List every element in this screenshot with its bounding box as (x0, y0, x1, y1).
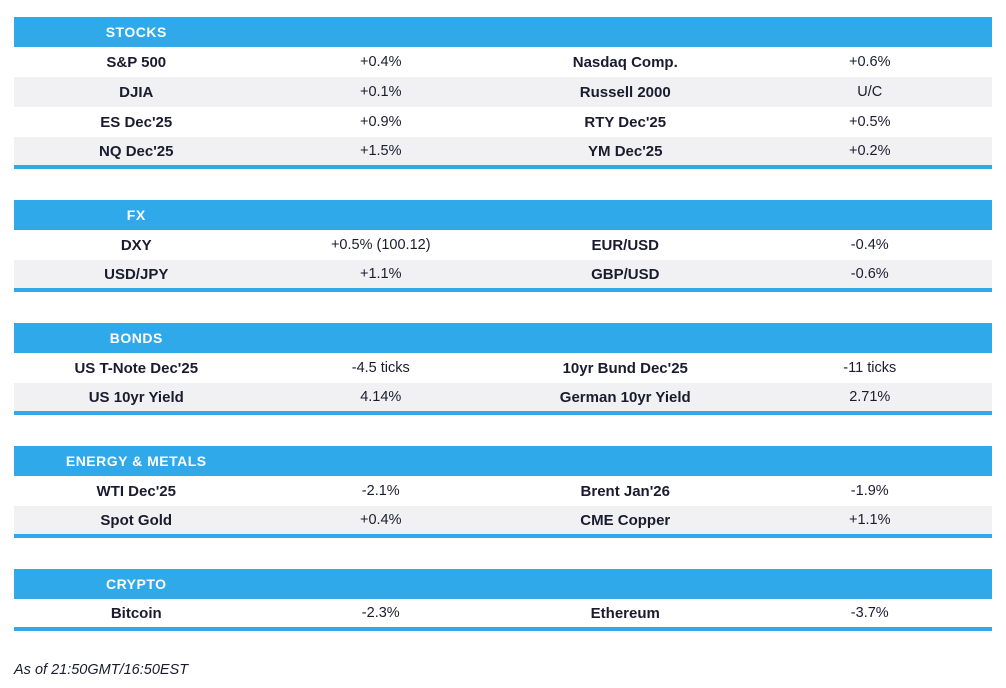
instrument-value: +0.2% (848, 143, 891, 159)
instrument-value: -11 ticks (843, 360, 897, 376)
instrument-value: -3.7% (850, 605, 889, 621)
instrument-value: +0.9% (359, 114, 402, 130)
instrument-label: CME Copper (580, 511, 671, 529)
section-header-spacer (259, 446, 504, 476)
section-header-row: CRYPTO (14, 569, 992, 599)
instrument-value: +0.4% (359, 512, 402, 528)
instrument-label: Ethereum (590, 604, 660, 622)
section-header-spacer (748, 17, 993, 47)
instrument-value: +0.5% (100.12) (330, 237, 431, 253)
market-tables: STOCKS S&P 500 +0.4% Nasdaq Comp. +0.6% DJIA +… (14, 17, 992, 631)
table-row: USD/JPY +1.1% GBP/USD -0.6% (14, 260, 992, 290)
section-header-spacer (503, 446, 748, 476)
section-title: STOCKS (105, 24, 167, 40)
instrument-label: ES Dec'25 (100, 113, 173, 131)
section-title: BONDS (109, 330, 163, 346)
instrument-value: +0.1% (359, 84, 402, 100)
instrument-label: Nasdaq Comp. (572, 53, 678, 71)
instrument-label: GBP/USD (591, 265, 660, 283)
instrument-value: -2.1% (361, 483, 400, 499)
instrument-value: -4.5 ticks (351, 360, 410, 376)
instrument-value: +0.6% (848, 54, 891, 70)
instrument-value: +1.1% (359, 266, 402, 282)
instrument-label: Brent Jan'26 (580, 482, 670, 500)
instrument-label: German 10yr Yield (559, 388, 691, 406)
table-row: DJIA +0.1% Russell 2000 U/C (14, 77, 992, 107)
instrument-label: Spot Gold (100, 511, 173, 529)
section-header-spacer (503, 200, 748, 230)
instrument-value: U/C (857, 84, 883, 100)
section-header-row: BONDS (14, 323, 992, 353)
section-title: FX (126, 207, 146, 223)
instrument-value: -0.6% (850, 266, 889, 282)
timestamp-note: As of 21:50GMT/16:50EST (14, 662, 189, 678)
instrument-label: NQ Dec'25 (99, 142, 174, 160)
instrument-label: WTI Dec'25 (96, 482, 176, 500)
instrument-label: YM Dec'25 (588, 142, 663, 160)
table-row: Spot Gold +0.4% CME Copper +1.1% (14, 506, 992, 536)
instrument-value: -2.3% (361, 605, 400, 621)
instrument-label: DXY (120, 236, 152, 254)
section-header-spacer (748, 200, 993, 230)
instrument-label: US 10yr Yield (88, 388, 184, 406)
section-table-energy-metals: ENERGY & METALS WTI Dec'25 -2.1% Brent Jan'… (14, 446, 992, 538)
instrument-value: -0.4% (850, 237, 889, 253)
section-header-spacer (503, 17, 748, 47)
section-header-spacer (748, 569, 993, 599)
instrument-value: +1.5% (359, 143, 402, 159)
instrument-value: +1.1% (848, 512, 891, 528)
section-header-row: FX (14, 200, 992, 230)
table-row: US 10yr Yield 4.14% German 10yr Yield 2.71% (14, 383, 992, 413)
table-row: NQ Dec'25 +1.5% YM Dec'25 +0.2% (14, 137, 992, 167)
instrument-value: -1.9% (850, 483, 889, 499)
table-row: Bitcoin -2.3% Ethereum -3.7% (14, 599, 992, 629)
section-header-spacer (259, 569, 504, 599)
section-header-spacer (748, 446, 993, 476)
section-title: ENERGY & METALS (65, 453, 207, 469)
section-title: CRYPTO (105, 576, 167, 592)
instrument-value: 2.71% (849, 389, 891, 405)
instrument-value: +0.5% (848, 114, 891, 130)
instrument-label: DJIA (119, 83, 154, 101)
instrument-label: S&P 500 (106, 53, 167, 71)
instrument-value: 4.14% (360, 389, 402, 405)
section-table-crypto: CRYPTO Bitcoin -2.3% Ethereum -3.7% (14, 569, 992, 631)
section-header-spacer (259, 200, 504, 230)
section-table-bonds: BONDS US T-Note Dec'25 -4.5 ticks 10yr Bund… (14, 323, 992, 415)
instrument-label: 10yr Bund Dec'25 (562, 359, 688, 377)
section-header-spacer (503, 323, 748, 353)
instrument-label: EUR/USD (591, 236, 659, 254)
table-row: ES Dec'25 +0.9% RTY Dec'25 +0.5% (14, 107, 992, 137)
section-table-fx: FX DXY +0.5% (100.12) EUR/USD -0.4% USD/JPY +1… (14, 200, 992, 292)
instrument-label: Russell 2000 (579, 83, 671, 101)
instrument-label: RTY Dec'25 (584, 113, 667, 131)
section-header-spacer (503, 569, 748, 599)
table-row: US T-Note Dec'25 -4.5 ticks 10yr Bund Dec'… (14, 353, 992, 383)
instrument-label: US T-Note Dec'25 (74, 359, 199, 377)
table-row: DXY +0.5% (100.12) EUR/USD -0.4% (14, 230, 992, 260)
section-header-row: STOCKS (14, 17, 992, 47)
instrument-value: +0.4% (359, 54, 402, 70)
instrument-label: Bitcoin (110, 604, 162, 622)
section-header-row: ENERGY & METALS (14, 446, 992, 476)
table-row: WTI Dec'25 -2.1% Brent Jan'26 -1.9% (14, 476, 992, 506)
section-table-stocks: STOCKS S&P 500 +0.4% Nasdaq Comp. +0.6% DJIA +… (14, 17, 992, 169)
table-row: S&P 500 +0.4% Nasdaq Comp. +0.6% (14, 47, 992, 77)
section-header-spacer (259, 17, 504, 47)
section-header-spacer (748, 323, 993, 353)
section-header-spacer (259, 323, 504, 353)
instrument-label: USD/JPY (104, 265, 169, 283)
